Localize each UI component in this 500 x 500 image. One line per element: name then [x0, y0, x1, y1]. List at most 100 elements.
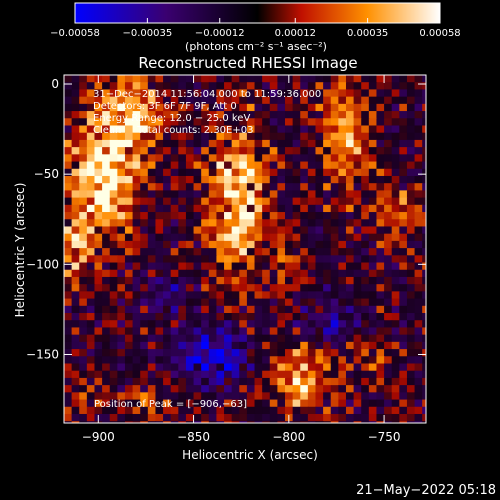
heatmap-pixel	[124, 212, 134, 220]
heatmap-pixel	[71, 226, 80, 235]
heatmap-pixel	[155, 406, 164, 415]
heatmap-pixel	[384, 248, 393, 256]
heatmap-pixel	[414, 305, 423, 314]
heatmap-pixel	[140, 147, 149, 155]
heatmap-pixel	[323, 233, 332, 242]
heatmap-pixel	[147, 341, 157, 350]
heatmap-pixel	[323, 125, 332, 134]
heatmap-pixel	[269, 161, 278, 170]
heatmap-pixel	[361, 132, 370, 141]
heatmap-pixel	[163, 313, 172, 321]
heatmap-pixel	[391, 175, 400, 184]
heatmap-pixel	[132, 75, 141, 83]
x-tick-label: −900	[82, 430, 115, 444]
heatmap-pixel	[124, 168, 134, 177]
heatmap-pixel	[185, 334, 195, 343]
heatmap-pixel	[231, 226, 240, 235]
heatmap-pixel	[178, 240, 187, 249]
heatmap-pixel	[262, 82, 271, 91]
heatmap-pixel	[216, 75, 225, 83]
heatmap-pixel	[124, 96, 134, 105]
heatmap-pixel	[307, 269, 317, 278]
heatmap-pixel	[330, 82, 339, 91]
heatmap-pixel	[414, 327, 423, 336]
heatmap-pixel	[277, 349, 286, 357]
heatmap-pixel	[330, 118, 339, 127]
heatmap-pixel	[71, 377, 80, 386]
heatmap-pixel	[64, 82, 73, 91]
heatmap-pixel	[94, 262, 103, 271]
heatmap-pixel	[323, 291, 332, 300]
heatmap-pixel	[86, 168, 96, 177]
heatmap-pixel	[406, 377, 416, 386]
heatmap-pixel	[201, 327, 210, 336]
heatmap-pixel	[246, 269, 256, 278]
heatmap-pixel	[201, 255, 210, 264]
heatmap-pixel	[246, 341, 256, 350]
heatmap-pixel	[285, 226, 294, 235]
heatmap-pixel	[132, 291, 141, 300]
heatmap-pixel	[368, 262, 378, 271]
heatmap-pixel	[132, 240, 141, 249]
heatmap-pixel	[102, 298, 111, 307]
heatmap-pixel	[292, 111, 301, 119]
heatmap-pixel	[307, 82, 317, 91]
heatmap-pixel	[269, 75, 278, 83]
heatmap-pixel	[86, 269, 96, 278]
heatmap-pixel	[79, 82, 88, 91]
y-tick-label: 0	[51, 77, 59, 91]
heatmap-pixel	[330, 421, 339, 423]
heatmap-pixel	[269, 363, 278, 372]
heatmap-pixel	[193, 190, 202, 199]
heatmap-pixel	[323, 75, 332, 83]
heatmap-pixel	[208, 269, 218, 278]
heatmap-pixel	[79, 284, 88, 292]
heatmap-pixel	[384, 89, 393, 98]
heatmap-pixel	[208, 356, 218, 365]
heatmap-pixel	[124, 356, 134, 365]
heatmap-pixel	[330, 377, 339, 386]
heatmap-pixel	[208, 276, 218, 285]
heatmap-pixel	[330, 154, 339, 163]
heatmap-pixel	[147, 305, 157, 314]
heatmap-pixel	[140, 197, 149, 206]
heatmap-pixel	[79, 233, 88, 242]
heatmap-pixel	[330, 327, 339, 336]
heatmap-pixel	[216, 219, 225, 228]
heatmap-pixel	[246, 363, 256, 372]
heatmap-pixel	[285, 89, 294, 98]
heatmap-pixel	[315, 413, 324, 422]
heatmap-pixel	[185, 75, 195, 83]
heatmap-pixel	[323, 262, 332, 271]
heatmap-pixel	[208, 327, 218, 336]
heatmap-pixel	[307, 262, 317, 271]
heatmap-pixel	[94, 356, 103, 365]
heatmap-pixel	[315, 399, 324, 408]
heatmap-pixel	[361, 370, 370, 379]
heatmap-pixel	[140, 103, 149, 112]
heatmap-pixel	[163, 147, 172, 155]
heatmap-pixel	[323, 147, 332, 155]
heatmap-pixel	[315, 147, 324, 155]
heatmap-pixel	[86, 82, 96, 91]
heatmap-pixel	[208, 255, 218, 264]
heatmap-pixel	[368, 399, 378, 408]
heatmap-pixel	[353, 161, 362, 170]
heatmap-pixel	[94, 370, 103, 379]
heatmap-pixel	[277, 341, 286, 350]
heatmap-pixel	[315, 327, 324, 336]
heatmap-pixel	[285, 327, 294, 336]
heatmap-pixel	[170, 82, 179, 91]
heatmap-pixel	[208, 190, 218, 199]
heatmap-pixel	[254, 125, 263, 134]
heatmap-pixel	[71, 240, 80, 249]
heatmap-pixel	[64, 276, 73, 285]
heatmap-pixel	[422, 240, 426, 249]
heatmap-pixel	[277, 82, 286, 91]
heatmap-pixel	[399, 82, 408, 91]
heatmap-pixel	[368, 406, 378, 415]
heatmap-pixel	[323, 313, 332, 321]
heatmap-pixel	[292, 240, 301, 249]
heatmap-pixel	[185, 385, 195, 393]
heatmap-pixel	[277, 161, 286, 170]
